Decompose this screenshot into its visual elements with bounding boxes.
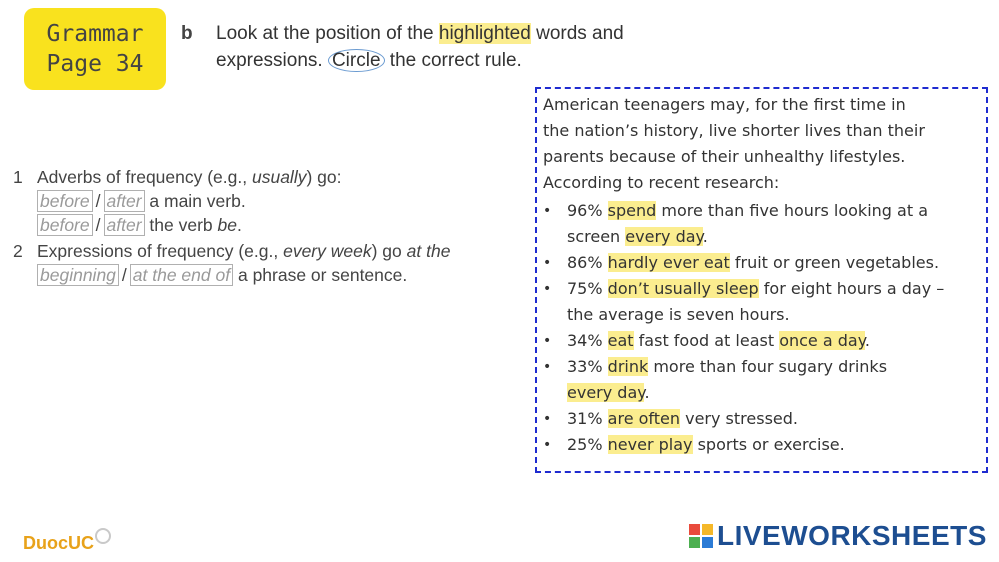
logo-text: UC — [68, 533, 94, 553]
item-text: screen — [567, 227, 626, 246]
list-item: • 31% are often very stressed. — [543, 406, 980, 432]
bullet-icon: • — [543, 281, 552, 297]
rule-tail-emphasis: be — [217, 215, 237, 235]
item-text: 33% — [567, 357, 608, 376]
item-text: the average is seven hours. — [567, 305, 790, 324]
rule-text: Expressions of frequency (e.g., every we… — [37, 239, 450, 263]
bullet-icon: • — [543, 203, 552, 219]
highlighted-word: don’t usually sleep — [607, 279, 759, 298]
item-text: 31% — [567, 409, 608, 428]
highlighted-word: are often — [607, 409, 681, 428]
list-item: • 96% spend more than five hours looking… — [543, 198, 980, 250]
item-text: very stressed. — [680, 409, 798, 428]
rule-example: usually — [251, 167, 307, 187]
slash: / — [95, 215, 101, 235]
article-intro-line: the nation’s history, live shorter lives… — [543, 121, 925, 140]
instruction-text-part: the correct rule. — [384, 50, 522, 71]
badge-line1: Grammar — [46, 21, 144, 47]
highlighted-word: never play — [607, 435, 693, 454]
item-text: 86% — [567, 253, 608, 272]
grammar-badge: Grammar Page 34 — [24, 8, 166, 90]
item-text: 34% — [567, 331, 608, 350]
bullet-icon: • — [543, 333, 552, 349]
bullet-icon: • — [543, 255, 552, 271]
option-before[interactable]: before — [37, 214, 93, 236]
highlighted-word: every day — [567, 383, 645, 402]
item-text: 75% — [567, 279, 608, 298]
liveworksheets-text: LIVEWORKSHEETS — [717, 520, 987, 551]
instruction-text-part: words and — [530, 23, 624, 44]
option-after[interactable]: after — [103, 214, 145, 236]
instruction-text: Look at the position of the highlighted … — [216, 20, 624, 74]
item-text: fruit or green vegetables. — [729, 253, 940, 272]
rule-row: beginning / at the end of a phrase or sent… — [37, 263, 407, 287]
circled-word: Circle — [327, 49, 385, 72]
rule-text-part: Expressions of frequency (e.g., — [37, 241, 284, 261]
rule-text-part: ) go — [371, 241, 407, 261]
list-item: • 86% hardly ever eat fruit or green veg… — [543, 250, 980, 276]
instruction-text-part: expressions. — [216, 50, 328, 71]
list-item: • 25% never play sports or exercise. — [543, 432, 980, 458]
liveworksheets-grid-icon — [689, 524, 713, 548]
rule-tail: a phrase or sentence. — [237, 265, 408, 285]
article-intro-line: parents because of their unhealthy lifes… — [543, 147, 906, 166]
list-item: • 75% don’t usually sleep for eight hour… — [543, 276, 980, 328]
highlighted-word: once a day — [779, 331, 865, 350]
item-text: for eight hours a day – — [758, 279, 945, 298]
logo-text: Duoc — [23, 533, 68, 553]
rule-number: 2 — [13, 241, 23, 261]
rule-text-emphasis: at the — [406, 241, 451, 261]
item-text: 96% — [567, 201, 608, 220]
rule-number: 1 — [13, 167, 23, 187]
slash: / — [121, 265, 127, 285]
item-text: more than four sugary drinks — [648, 357, 888, 376]
highlighted-word: drink — [607, 357, 649, 376]
statistics-list: • 96% spend more than five hours looking… — [543, 198, 980, 458]
badge-line2: Page 34 — [46, 51, 144, 77]
bullet-icon: • — [543, 411, 552, 427]
instruction-letter: b — [181, 23, 193, 44]
duocuc-logo: DuocUC — [23, 528, 111, 554]
rule-text-part: ) go: — [306, 167, 342, 187]
article-intro-line: American teenagers may, for the first ti… — [543, 95, 906, 114]
item-text: . — [702, 227, 708, 246]
option-beginning[interactable]: beginning — [37, 264, 119, 286]
bullet-icon: • — [543, 359, 552, 375]
item-text: . — [644, 383, 650, 402]
rule-tail: a main verb. — [149, 191, 246, 211]
rule-text-part: Adverbs of frequency (e.g., — [37, 167, 252, 187]
item-text: 25% — [567, 435, 608, 454]
rule-text: Adverbs of frequency (e.g., usually) go: — [37, 165, 342, 189]
list-item: • 34% eat fast food at least once a day. — [543, 328, 980, 354]
option-before[interactable]: before — [37, 190, 93, 212]
slash: / — [95, 191, 101, 211]
article-intro-line: According to recent research: — [543, 173, 780, 192]
article-box: American teenagers may, for the first ti… — [535, 87, 988, 473]
highlighted-word: spend — [607, 201, 657, 220]
seal-icon — [95, 528, 111, 544]
liveworksheets-logo: LIVEWORKSHEETS — [689, 520, 987, 552]
rule-row: before / after a main verb. — [37, 189, 246, 213]
list-item: • 33% drink more than four sugary drinks… — [543, 354, 980, 406]
option-at-the-end-of[interactable]: at the end of — [129, 264, 234, 286]
rule-tail: . — [236, 215, 242, 235]
highlighted-word: hardly ever eat — [607, 253, 730, 272]
bullet-icon: • — [543, 437, 552, 453]
highlighted-word: highlighted — [438, 23, 531, 44]
rule-example: every week — [283, 241, 372, 261]
item-text: . — [864, 331, 870, 350]
item-text: sports or exercise. — [692, 435, 845, 454]
option-after[interactable]: after — [103, 190, 145, 212]
rule-row: before / after the verb be. — [37, 213, 242, 237]
item-text: more than five hours looking at a — [656, 201, 928, 220]
highlighted-word: every day — [625, 227, 703, 246]
rule-tail: the verb — [149, 215, 218, 235]
highlighted-word: eat — [607, 331, 634, 350]
instruction-text-part: Look at the position of the — [216, 23, 439, 44]
item-text: fast food at least — [633, 331, 780, 350]
